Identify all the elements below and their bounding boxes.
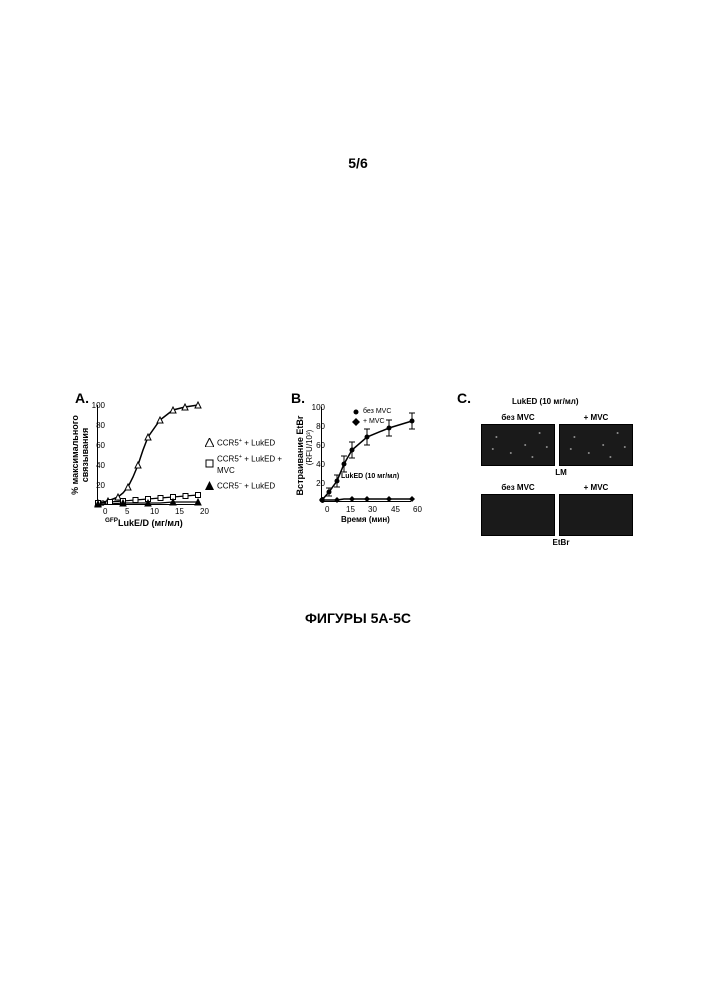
row-label: EtBr: [481, 538, 641, 547]
ytick: 20: [311, 479, 325, 488]
panel-b-xlabel: Время (мин): [341, 515, 390, 524]
diamond-filled-icon: [351, 417, 360, 426]
ytick: 20: [89, 481, 105, 490]
legend-item: CCR5+ + LukED: [205, 435, 285, 450]
ytick: 40: [89, 461, 105, 470]
row-label: LM: [481, 468, 641, 477]
col-headers: без MVC + MVC: [481, 483, 641, 492]
panel-a-legend: CCR5+ + LukED CCR5+ + LukED + MVC CCR5− …: [205, 435, 285, 494]
legend-label: CCR5− + LukED: [217, 478, 275, 493]
ytick: 40: [311, 460, 325, 469]
panel-c-image-grid: без MVC + MVC LM без MVC + MVC EtBr: [481, 413, 641, 553]
ytick: 80: [311, 422, 325, 431]
panel-a-chart: [97, 405, 197, 505]
ytick: 80: [89, 421, 105, 430]
xtick: 0: [325, 505, 329, 514]
triangle-open-icon: [205, 438, 214, 447]
panel-c: C. LukED (10 мг/мл) без MVC + MVC LM без…: [457, 395, 652, 555]
panel-c-label: C.: [457, 390, 471, 406]
panel-b-ylabel: Встраивание EtBr: [295, 408, 305, 503]
xtick: 20: [200, 507, 209, 516]
legend-label: CCR5+ + LukED: [217, 435, 275, 450]
xtick: 10: [150, 507, 159, 516]
panel-b: B. Встраивание EtBr (RFU/10³): [291, 395, 451, 555]
col-header: + MVC: [559, 413, 633, 422]
legend-item: CCR5+ + LukED + MVC: [205, 451, 285, 478]
image-row: [481, 494, 641, 536]
microscopy-image: [559, 424, 633, 466]
ytick: 0: [311, 496, 325, 505]
xtick: 60: [413, 505, 422, 514]
panel-a-ylabel: % максимальногосвязывания: [70, 405, 90, 505]
square-open-icon: [205, 459, 214, 468]
xtick: 0: [103, 507, 107, 516]
legend-label: без MVC: [363, 407, 391, 416]
image-row: [481, 424, 641, 466]
panel-b-legend: без MVC + MVC: [351, 407, 391, 427]
microscopy-image: [559, 494, 633, 536]
triangle-filled-icon: [205, 481, 214, 490]
panel-a-xlabel: GFPLukE/D (мг/мл): [105, 517, 183, 528]
xtick: 45: [391, 505, 400, 514]
legend-item: + MVC: [351, 417, 391, 426]
figure-caption: ФИГУРЫ 5A-5C: [305, 610, 411, 626]
xtick: 30: [368, 505, 377, 514]
ytick: 60: [89, 441, 105, 450]
panel-b-inchart-label: LukED (10 мг/мл): [341, 473, 399, 480]
ytick: 60: [311, 441, 325, 450]
legend-item: без MVC: [351, 407, 391, 416]
legend-label: CCR5+ + LukED + MVC: [217, 451, 285, 478]
page-number: 5/6: [348, 155, 367, 171]
panel-a: A. % максимальногосвязывания: [75, 395, 285, 555]
xtick: 15: [346, 505, 355, 514]
legend-item: CCR5− + LukED: [205, 478, 285, 493]
panel-b-label: B.: [291, 390, 305, 406]
ytick: 100: [311, 403, 325, 412]
microscopy-image: [481, 424, 555, 466]
ytick: 100: [89, 401, 105, 410]
panel-c-title: LukED (10 мг/мл): [512, 397, 578, 406]
col-headers: без MVC + MVC: [481, 413, 641, 422]
col-header: + MVC: [559, 483, 633, 492]
xtick: 5: [125, 507, 129, 516]
legend-label: + MVC: [363, 417, 385, 426]
col-header: без MVC: [481, 483, 555, 492]
circle-filled-icon: [351, 407, 360, 416]
microscopy-image: [481, 494, 555, 536]
col-header: без MVC: [481, 413, 555, 422]
figure-5a-5c: A. % максимальногосвязывания: [75, 395, 655, 555]
xtick: 15: [175, 507, 184, 516]
panel-a-label: A.: [75, 390, 89, 406]
